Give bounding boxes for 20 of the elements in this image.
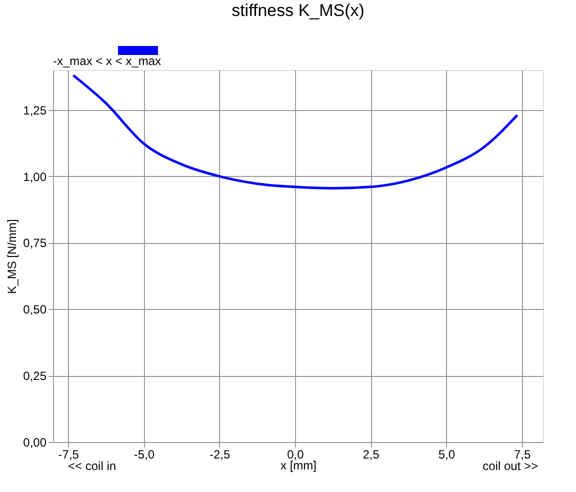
x-axis-title: x [mm] [280, 458, 316, 472]
y-tick-label: 1,25 [23, 103, 47, 118]
x-tick-label: 2,5 [362, 448, 380, 462]
legend-label: -x_max < x < x_max [53, 54, 162, 68]
y-tick-label: 0,25 [23, 369, 47, 384]
x-tick-label: -5,0 [134, 448, 155, 462]
x-tick-label: 7,5 [514, 448, 531, 462]
y-tick-label: 1,00 [23, 170, 47, 184]
y-tick-label: 0,50 [23, 302, 47, 317]
y-tick-label: 0,00 [23, 436, 47, 450]
text: coil out >> [482, 459, 538, 473]
x-tick-label: -7,5 [58, 448, 80, 462]
text: << coil in [68, 459, 116, 473]
x-tick-label: 0,0 [287, 448, 304, 462]
y-axis-title: K_MS [N/mm] [5, 219, 20, 294]
y-tick-label: 0,75 [23, 236, 47, 250]
x-tick-label: -2,5 [210, 448, 231, 462]
line-series [72, 74, 519, 190]
x-tick-label: 5,0 [438, 448, 456, 462]
chart-title: stiffness K_MS(x) [232, 1, 364, 20]
